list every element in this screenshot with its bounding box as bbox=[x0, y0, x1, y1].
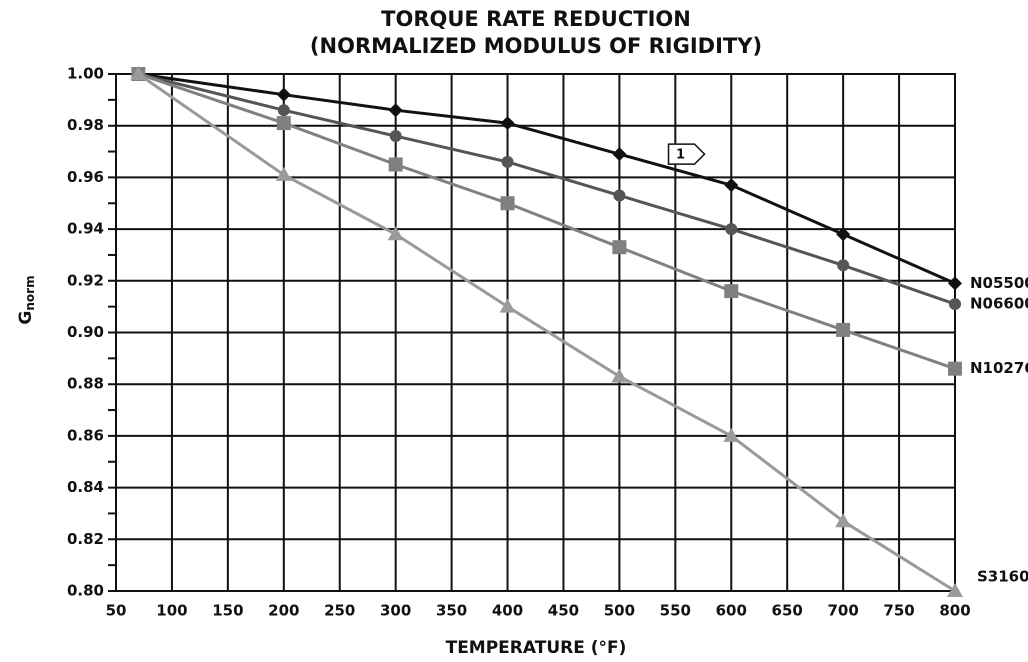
marker bbox=[612, 240, 627, 255]
marker bbox=[837, 259, 850, 272]
marker bbox=[725, 223, 738, 236]
x-tick-label: 250 bbox=[324, 602, 355, 620]
marker bbox=[500, 196, 515, 211]
marker bbox=[613, 189, 626, 202]
y-tick-label: 0.86 bbox=[67, 426, 104, 444]
x-tick-label: 750 bbox=[883, 602, 914, 620]
y-tick-label: 0.92 bbox=[67, 271, 104, 289]
marker bbox=[611, 368, 628, 383]
marker bbox=[387, 226, 404, 241]
marker bbox=[389, 130, 402, 143]
marker bbox=[612, 147, 627, 162]
y-axis-title: Gnorm bbox=[16, 275, 37, 324]
x-tick-label: 350 bbox=[436, 602, 467, 620]
y-tick-label: 0.80 bbox=[67, 582, 104, 600]
y-tick-label: 0.88 bbox=[67, 375, 104, 393]
x-tick-label: 400 bbox=[492, 602, 523, 620]
x-tick-label: 700 bbox=[827, 602, 858, 620]
series-line bbox=[138, 72, 956, 285]
x-tick-label: 650 bbox=[772, 602, 803, 620]
marker bbox=[723, 427, 740, 442]
y-tick-label: 0.84 bbox=[67, 478, 104, 496]
marker bbox=[499, 298, 516, 313]
x-tick-label: 550 bbox=[660, 602, 691, 620]
plot-frame bbox=[115, 73, 956, 592]
x-tick-label: 450 bbox=[548, 602, 579, 620]
marker bbox=[500, 116, 515, 131]
marker bbox=[388, 157, 403, 172]
marker bbox=[948, 276, 962, 291]
marker bbox=[836, 227, 851, 242]
marker bbox=[949, 298, 961, 311]
series-line bbox=[137, 72, 956, 593]
x-tick-label: 200 bbox=[268, 602, 299, 620]
series-line bbox=[138, 72, 956, 306]
marker bbox=[388, 103, 403, 118]
x-tick-label: 100 bbox=[156, 602, 187, 620]
y-tick-label: 0.98 bbox=[67, 116, 104, 134]
series-label: N06600 bbox=[970, 295, 1028, 313]
x-axis-title: TEMPERATURE (°F) bbox=[446, 638, 627, 658]
series-label: N10276 bbox=[970, 359, 1028, 377]
chart-title: TORQUE RATE REDUCTION bbox=[381, 7, 691, 31]
x-tick-label: 500 bbox=[604, 602, 635, 620]
y-tick-label: 1.00 bbox=[67, 65, 104, 83]
y-axis-title-sub: norm bbox=[23, 275, 37, 310]
y-axis-title-main: G bbox=[16, 311, 36, 325]
x-tick-label: 800 bbox=[939, 602, 970, 620]
y-tick-label: 0.94 bbox=[67, 220, 104, 238]
marker bbox=[276, 87, 291, 102]
series-label: S31600 bbox=[977, 568, 1028, 586]
x-tick-label: 600 bbox=[716, 602, 747, 620]
annotation-box bbox=[667, 143, 706, 165]
annotation-text: 1 bbox=[676, 148, 685, 163]
marker bbox=[948, 361, 962, 376]
y-tick-label: 0.96 bbox=[67, 168, 104, 186]
x-tick-label: 150 bbox=[212, 602, 243, 620]
marker bbox=[501, 155, 514, 168]
marker bbox=[130, 66, 147, 80]
chart-title: (NORMALIZED MODULUS OF RIGIDITY) bbox=[310, 34, 762, 58]
marker bbox=[275, 166, 292, 181]
marker bbox=[724, 284, 739, 299]
series-line bbox=[137, 72, 956, 371]
series-label: N05500 bbox=[970, 274, 1028, 292]
marker bbox=[276, 116, 291, 131]
y-tick-label: 0.82 bbox=[67, 530, 104, 548]
x-tick-label: 50 bbox=[106, 602, 127, 620]
marker bbox=[277, 104, 290, 117]
marker bbox=[836, 322, 851, 337]
marker bbox=[724, 178, 739, 193]
y-tick-label: 0.90 bbox=[67, 323, 104, 341]
marker bbox=[947, 583, 963, 597]
marker bbox=[835, 513, 852, 528]
x-tick-label: 300 bbox=[380, 602, 411, 620]
